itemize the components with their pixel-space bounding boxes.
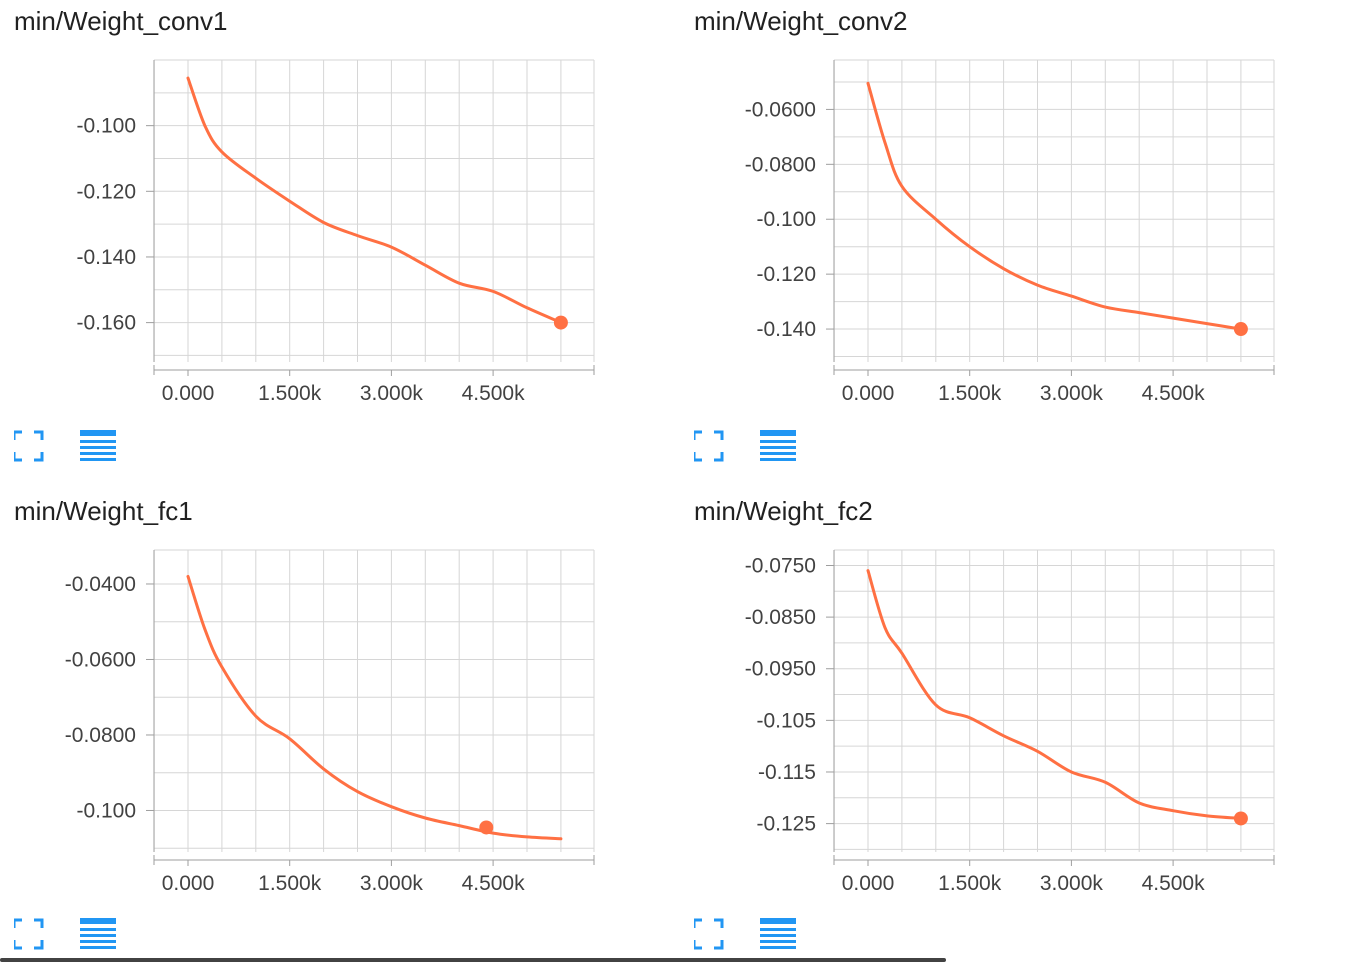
x-tick-label: 3.000k: [1040, 872, 1104, 895]
fullscreen-icon[interactable]: [14, 430, 44, 462]
y-tick-label: -0.0600: [745, 98, 816, 121]
fullscreen-icon[interactable]: [14, 918, 44, 950]
y-tick-label: -0.125: [756, 813, 816, 836]
data-table-icon[interactable]: [760, 918, 796, 949]
fullscreen-icon[interactable]: [694, 918, 724, 950]
line-chart: -0.0750 -0.0850 -0.0950 -0.105 -0.115 -0.125 0…: [694, 549, 1275, 950]
x-tick-label: 0.000: [162, 382, 215, 405]
data-point-marker[interactable]: [479, 820, 494, 835]
x-tick-label: 3.000k: [360, 382, 424, 405]
data-table-icon[interactable]: [80, 430, 116, 461]
data-table-icon[interactable]: [760, 430, 796, 461]
y-tick-label: -0.0800: [65, 724, 136, 747]
x-tick-label: 1.500k: [258, 382, 322, 405]
data-point-marker[interactable]: [1233, 322, 1248, 337]
y-tick-label: -0.120: [756, 263, 816, 286]
y-tick-label: -0.100: [756, 208, 816, 231]
series-line: [186, 574, 563, 841]
y-tick-label: -0.100: [76, 115, 136, 138]
y-tick-label: -0.0950: [745, 658, 816, 681]
x-tick-label: 4.500k: [1142, 382, 1206, 405]
y-tick-label: -0.140: [76, 246, 136, 269]
y-tick-label: -0.0800: [745, 153, 816, 176]
y-tick-label: -0.160: [76, 312, 136, 335]
x-tick-label: 0.000: [162, 872, 215, 895]
y-tick-label: -0.105: [756, 709, 816, 732]
y-tick-label: -0.0850: [745, 606, 816, 629]
y-tick-label: -0.0750: [745, 554, 816, 577]
x-tick-label: 3.000k: [1040, 382, 1104, 405]
y-tick-label: -0.120: [76, 180, 136, 203]
chart-title: min/Weight_conv1: [14, 6, 228, 36]
x-tick-label: 4.500k: [462, 382, 526, 405]
data-table-icon[interactable]: [80, 918, 116, 949]
x-tick-label: 1.500k: [258, 872, 322, 895]
fullscreen-icon[interactable]: [694, 430, 724, 462]
horizontal-scrollbar[interactable]: [0, 958, 946, 962]
x-tick-label: 0.000: [842, 382, 895, 405]
data-point-marker[interactable]: [1233, 811, 1248, 826]
x-tick-label: 4.500k: [1142, 872, 1206, 895]
chart-title: min/Weight_conv2: [694, 6, 908, 36]
series-line: [866, 569, 1243, 820]
series-line: [186, 76, 563, 325]
y-tick-label: -0.0600: [65, 648, 136, 671]
chart-card-conv1: min/Weight_conv1 -0.100 -0.120 -0.140 -0.16…: [14, 0, 674, 480]
x-tick-label: 0.000: [842, 872, 895, 895]
x-tick-label: 4.500k: [462, 872, 526, 895]
data-point-marker[interactable]: [553, 315, 568, 330]
chart-card-conv2: min/Weight_conv2 -0.0600 -0.0800 -0.100 -0.…: [694, 0, 1354, 480]
series-line: [866, 81, 1243, 331]
y-tick-label: -0.140: [756, 318, 816, 341]
y-tick-label: -0.115: [758, 761, 816, 784]
chart-title: min/Weight_fc1: [14, 496, 193, 526]
line-chart: -0.0400 -0.0600 -0.0800 -0.100 0.000 1.500k 3.…: [14, 549, 595, 950]
chart-title: min/Weight_fc2: [694, 496, 873, 526]
x-tick-label: 1.500k: [938, 872, 1002, 895]
x-tick-label: 3.000k: [360, 872, 424, 895]
line-chart: -0.100 -0.120 -0.140 -0.160 0.000 1.500k 3.000…: [14, 59, 595, 462]
line-chart: -0.0600 -0.0800 -0.100 -0.120 -0.140 0.000 1.5…: [694, 59, 1275, 462]
y-tick-label: -0.0400: [65, 573, 136, 596]
y-tick-label: -0.100: [76, 799, 136, 822]
x-tick-label: 1.500k: [938, 382, 1002, 405]
chart-card-fc1: min/Weight_fc1 -0.0400 -0.0600 -0.0800 -0.1…: [14, 490, 674, 970]
chart-card-fc2: min/Weight_fc2 -0.0750 -0.0850 -0.0950 -0.1…: [694, 490, 1354, 970]
